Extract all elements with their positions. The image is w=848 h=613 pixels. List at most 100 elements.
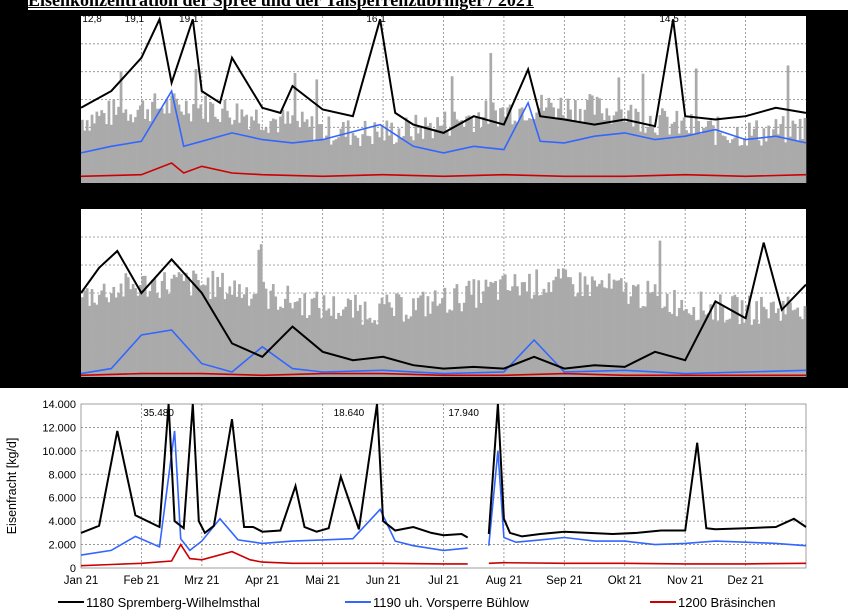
- middle-context-bar: [706, 313, 710, 377]
- top-context-bar: [583, 109, 587, 183]
- top-context-bar: [342, 121, 345, 183]
- middle-context-bar: [117, 293, 120, 377]
- top-context-bar: [407, 121, 410, 183]
- middle-context-bar: [383, 304, 386, 377]
- middle-context-bar: [460, 311, 464, 377]
- top-context-bar: [697, 121, 700, 183]
- middle-context-bar: [81, 297, 84, 377]
- top-context-bar: [455, 119, 459, 183]
- middle-context-bar: [317, 307, 321, 377]
- middle-context-bar: [250, 298, 253, 377]
- top-context-bar: [368, 136, 372, 183]
- middle-context-bar: [281, 307, 285, 377]
- middle-context-bar: [361, 324, 365, 377]
- middle-context-bar: [158, 297, 162, 377]
- top-context-bar: [395, 142, 398, 183]
- middle-context-bar: [247, 305, 251, 377]
- top-context-bar: [648, 115, 652, 183]
- middle-context-bar: [619, 278, 623, 377]
- middle-series-line-0: [80, 242, 807, 370]
- middle-context-bar: [641, 306, 645, 377]
- top-context-bar: [291, 115, 294, 183]
- x-tick-label: Feb 21: [124, 575, 160, 587]
- top-context-bar: [424, 117, 427, 183]
- top-context-bar: [769, 136, 773, 183]
- middle-context-bar: [238, 284, 241, 377]
- top-context-bar: [141, 100, 145, 183]
- top-context-bar: [755, 120, 758, 183]
- middle-context-bar: [762, 306, 766, 377]
- top-context-bar: [673, 121, 676, 183]
- top-context-bar: [259, 129, 263, 183]
- middle-context-bar: [581, 295, 584, 377]
- middle-context-bar: [131, 283, 135, 377]
- middle-context-bar: [786, 296, 790, 377]
- middle-context-bar: [230, 294, 234, 377]
- middle-context-bar: [296, 301, 299, 377]
- middle-context-bar: [433, 290, 437, 377]
- middle-context-bar: [337, 312, 340, 377]
- middle-context-bar: [129, 289, 133, 377]
- middle-context-bar: [634, 286, 638, 377]
- top-context-bar: [644, 132, 647, 183]
- middle-context-bar: [177, 272, 181, 377]
- middle-context-bar: [201, 284, 205, 377]
- middle-context-bar: [255, 293, 258, 377]
- top-context-bar: [419, 126, 423, 183]
- middle-context-bar: [610, 288, 613, 377]
- middle-context-bar: [450, 310, 454, 377]
- top-context-bar: [327, 116, 331, 183]
- top-context-bar: [271, 118, 275, 183]
- middle-context-bar: [426, 296, 430, 377]
- top-context-bar: [436, 117, 439, 183]
- middle-context-bar: [615, 280, 618, 377]
- middle-context-bar: [110, 293, 113, 377]
- top-context-bar: [197, 108, 200, 183]
- top-context-bar: [262, 130, 265, 183]
- top-context-bar: [211, 103, 215, 183]
- middle-context-bar: [646, 280, 650, 377]
- top-context-bar: [665, 116, 669, 183]
- middle-context-bar: [216, 277, 220, 377]
- bottom-series-line-2: [80, 543, 468, 567]
- top-context-bar: [209, 101, 212, 183]
- top-context-bar: [593, 114, 597, 183]
- top-context-bar: [489, 53, 493, 184]
- top-context-bar: [250, 116, 253, 183]
- top-series-line-1: [80, 88, 807, 154]
- middle-context-bar: [651, 291, 655, 377]
- top-context-bar: [448, 135, 452, 183]
- top-context-bar: [658, 115, 662, 183]
- y-tick-label: 4.000: [48, 516, 76, 528]
- middle-context-bar: [160, 280, 164, 377]
- top-context-bar: [532, 119, 536, 183]
- middle-context-bar: [491, 282, 495, 377]
- top-context-bar: [366, 135, 369, 183]
- middle-context-bar: [760, 296, 763, 377]
- middle-context-bar: [143, 275, 147, 377]
- middle-context-bar: [668, 312, 671, 377]
- middle-context-bar: [366, 319, 369, 377]
- middle-context-bar: [699, 291, 703, 377]
- top-context-bar: [624, 121, 628, 183]
- top-context-bar: [163, 113, 166, 183]
- top-context-bar: [605, 108, 609, 183]
- top-context-bar: [100, 110, 104, 183]
- middle-context-bar: [412, 298, 415, 377]
- top-panel-annotation: 16,1: [366, 14, 386, 25]
- top-context-bar: [752, 128, 756, 183]
- middle-context-bar: [105, 297, 108, 377]
- top-context-bar: [189, 121, 193, 183]
- middle-context-bar: [764, 309, 768, 377]
- middle-context-bar: [791, 310, 795, 377]
- middle-context-bar: [685, 309, 688, 377]
- middle-context-bar: [752, 319, 756, 377]
- middle-context-bar: [499, 279, 502, 377]
- middle-context-bar: [675, 316, 679, 377]
- middle-context-bar: [284, 298, 287, 377]
- top-context-bar: [491, 102, 495, 183]
- top-context-bar: [433, 128, 437, 183]
- top-context-bar: [762, 128, 766, 183]
- bottom-annotation: 35.480: [143, 408, 174, 419]
- middle-context-bar: [112, 286, 116, 377]
